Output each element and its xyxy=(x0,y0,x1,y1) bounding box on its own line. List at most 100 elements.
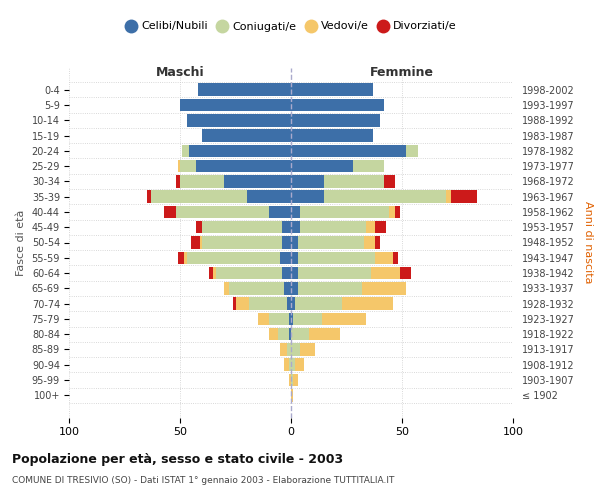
Bar xyxy=(200,236,202,249)
Bar xyxy=(215,267,282,280)
Bar xyxy=(184,252,187,264)
Bar xyxy=(389,206,395,218)
Bar xyxy=(180,175,224,188)
Legend: Celibi/Nubili, Coniugati/e, Vedovi/e, Divorziati/e: Celibi/Nubili, Coniugati/e, Vedovi/e, Di… xyxy=(121,17,461,36)
Bar xyxy=(353,160,384,172)
Bar xyxy=(187,252,280,264)
Bar xyxy=(295,298,342,310)
Bar xyxy=(187,114,291,126)
Bar xyxy=(322,312,367,325)
Bar xyxy=(235,298,249,310)
Bar xyxy=(282,221,291,234)
Bar xyxy=(342,298,393,310)
Bar xyxy=(284,358,289,371)
Bar xyxy=(202,130,291,142)
Bar xyxy=(280,252,291,264)
Bar xyxy=(406,144,418,157)
Bar xyxy=(291,389,293,402)
Bar xyxy=(293,312,322,325)
Bar xyxy=(298,236,364,249)
Bar xyxy=(191,236,200,249)
Bar xyxy=(182,144,189,157)
Bar xyxy=(291,358,295,371)
Bar xyxy=(291,312,293,325)
Bar xyxy=(371,267,400,280)
Bar xyxy=(300,206,389,218)
Bar xyxy=(451,190,478,203)
Bar xyxy=(291,175,325,188)
Bar xyxy=(291,221,300,234)
Bar xyxy=(446,190,451,203)
Bar xyxy=(295,358,304,371)
Bar xyxy=(289,312,291,325)
Bar xyxy=(196,221,202,234)
Bar xyxy=(291,252,298,264)
Bar xyxy=(384,175,395,188)
Bar xyxy=(393,252,398,264)
Bar xyxy=(258,312,269,325)
Bar xyxy=(291,144,406,157)
Bar xyxy=(293,374,298,386)
Bar xyxy=(376,221,386,234)
Bar xyxy=(325,190,446,203)
Bar xyxy=(233,298,235,310)
Bar xyxy=(395,206,400,218)
Bar xyxy=(298,282,362,294)
Bar xyxy=(291,282,298,294)
Bar xyxy=(209,267,214,280)
Bar xyxy=(291,374,293,386)
Bar xyxy=(289,358,291,371)
Bar xyxy=(291,343,300,355)
Bar xyxy=(291,328,309,340)
Bar xyxy=(291,130,373,142)
Bar xyxy=(284,282,291,294)
Bar xyxy=(282,267,291,280)
Bar xyxy=(196,160,291,172)
Text: COMUNE DI TRESIVIO (SO) - Dati ISTAT 1° gennaio 2003 - Elaborazione TUTTITALIA.I: COMUNE DI TRESIVIO (SO) - Dati ISTAT 1° … xyxy=(12,476,394,485)
Bar xyxy=(376,252,393,264)
Bar xyxy=(362,282,406,294)
Bar xyxy=(151,190,247,203)
Bar xyxy=(269,312,289,325)
Bar xyxy=(291,160,353,172)
Bar xyxy=(164,206,176,218)
Bar xyxy=(178,252,184,264)
Bar xyxy=(176,206,269,218)
Bar xyxy=(269,328,278,340)
Bar xyxy=(178,160,180,172)
Bar xyxy=(198,84,291,96)
Bar xyxy=(291,206,300,218)
Bar xyxy=(202,236,282,249)
Bar xyxy=(298,267,371,280)
Bar xyxy=(269,206,291,218)
Bar xyxy=(300,343,316,355)
Bar xyxy=(289,328,291,340)
Bar xyxy=(291,190,325,203)
Bar xyxy=(287,298,291,310)
Text: Maschi: Maschi xyxy=(155,66,205,79)
Bar xyxy=(224,175,291,188)
Text: Popolazione per età, sesso e stato civile - 2003: Popolazione per età, sesso e stato civil… xyxy=(12,452,343,466)
Bar xyxy=(376,236,380,249)
Bar xyxy=(214,267,215,280)
Bar xyxy=(282,236,291,249)
Bar xyxy=(247,190,291,203)
Bar xyxy=(180,98,291,111)
Y-axis label: Fasce di età: Fasce di età xyxy=(16,210,26,276)
Bar xyxy=(278,328,289,340)
Bar xyxy=(325,175,384,188)
Bar xyxy=(180,160,196,172)
Bar xyxy=(291,84,373,96)
Bar xyxy=(291,267,298,280)
Bar xyxy=(291,98,384,111)
Bar xyxy=(367,221,376,234)
Bar xyxy=(146,190,151,203)
Y-axis label: Anni di nascita: Anni di nascita xyxy=(583,201,593,284)
Bar xyxy=(291,236,298,249)
Text: Femmine: Femmine xyxy=(370,66,434,79)
Bar xyxy=(291,298,295,310)
Bar xyxy=(289,374,291,386)
Bar xyxy=(229,282,284,294)
Bar xyxy=(298,252,376,264)
Bar xyxy=(291,114,380,126)
